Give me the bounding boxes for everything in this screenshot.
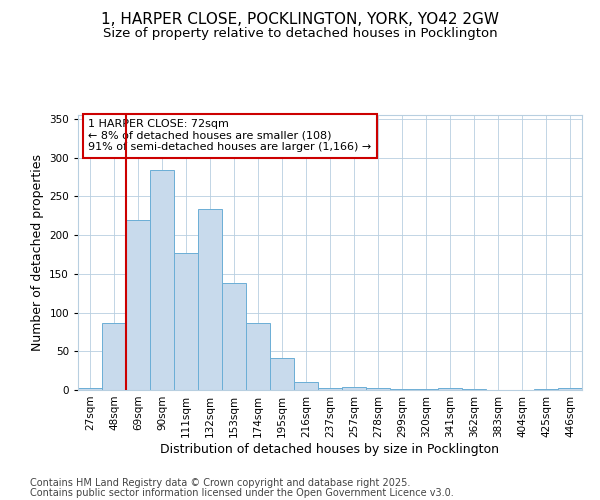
Bar [366, 388, 390, 390]
Bar [78, 388, 102, 390]
Bar [198, 208, 222, 390]
Bar [150, 170, 174, 390]
Text: 1, HARPER CLOSE, POCKLINGTON, YORK, YO42 2GW: 1, HARPER CLOSE, POCKLINGTON, YORK, YO42… [101, 12, 499, 28]
Bar [342, 387, 366, 390]
Bar [438, 388, 462, 390]
Bar [558, 388, 582, 390]
Text: Size of property relative to detached houses in Pocklington: Size of property relative to detached ho… [103, 28, 497, 40]
Bar [390, 389, 414, 390]
Bar [294, 382, 318, 390]
Bar [414, 389, 438, 390]
Bar [270, 358, 294, 390]
Bar [246, 324, 270, 390]
Bar [126, 220, 150, 390]
Bar [462, 389, 486, 390]
Bar [534, 389, 558, 390]
Bar [318, 388, 342, 390]
Text: 1 HARPER CLOSE: 72sqm
← 8% of detached houses are smaller (108)
91% of semi-deta: 1 HARPER CLOSE: 72sqm ← 8% of detached h… [88, 119, 371, 152]
Bar [102, 324, 126, 390]
Bar [174, 253, 198, 390]
Text: Contains HM Land Registry data © Crown copyright and database right 2025.: Contains HM Land Registry data © Crown c… [30, 478, 410, 488]
Y-axis label: Number of detached properties: Number of detached properties [31, 154, 44, 351]
Text: Contains public sector information licensed under the Open Government Licence v3: Contains public sector information licen… [30, 488, 454, 498]
Bar [222, 283, 246, 390]
X-axis label: Distribution of detached houses by size in Pocklington: Distribution of detached houses by size … [161, 442, 499, 456]
